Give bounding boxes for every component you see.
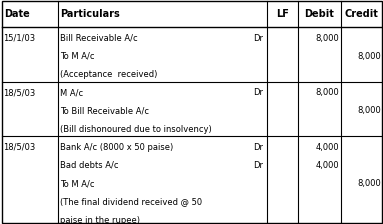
Text: 8,000: 8,000 (357, 179, 381, 188)
Text: Dr: Dr (254, 34, 264, 43)
Text: Dr: Dr (254, 88, 264, 97)
Text: To M A/c: To M A/c (61, 179, 95, 188)
Text: 8,000: 8,000 (316, 34, 339, 43)
Text: 4,000: 4,000 (316, 161, 339, 170)
Text: Bill Receivable A/c: Bill Receivable A/c (61, 34, 138, 43)
Text: To Bill Receivable A/c: To Bill Receivable A/c (61, 106, 149, 115)
Text: LF: LF (276, 9, 289, 19)
Text: 4,000: 4,000 (316, 143, 339, 152)
Text: 8,000: 8,000 (316, 88, 339, 97)
Text: Bank A/c (8000 x 50 paise): Bank A/c (8000 x 50 paise) (61, 143, 174, 152)
Text: To M A/c: To M A/c (61, 52, 95, 61)
Text: Date: Date (4, 9, 30, 19)
Text: M A/c: M A/c (61, 88, 83, 97)
Text: 15/1/03: 15/1/03 (3, 34, 36, 43)
Text: paise in the rupee): paise in the rupee) (61, 215, 141, 224)
Text: Bad debts A/c: Bad debts A/c (61, 161, 119, 170)
Text: (The final dividend received @ 50: (The final dividend received @ 50 (61, 197, 203, 206)
Text: Dr: Dr (254, 143, 264, 152)
Text: Particulars: Particulars (61, 9, 120, 19)
Text: Debit: Debit (304, 9, 334, 19)
Text: (Bill dishonoured due to insolvency): (Bill dishonoured due to insolvency) (61, 125, 212, 134)
Text: Dr: Dr (254, 161, 264, 170)
Text: Credit: Credit (345, 9, 378, 19)
Text: 8,000: 8,000 (357, 106, 381, 115)
Text: 8,000: 8,000 (357, 52, 381, 61)
Text: 18/5/03: 18/5/03 (3, 143, 36, 152)
Text: 18/5/03: 18/5/03 (3, 88, 36, 97)
Text: (Acceptance  received): (Acceptance received) (61, 70, 158, 79)
